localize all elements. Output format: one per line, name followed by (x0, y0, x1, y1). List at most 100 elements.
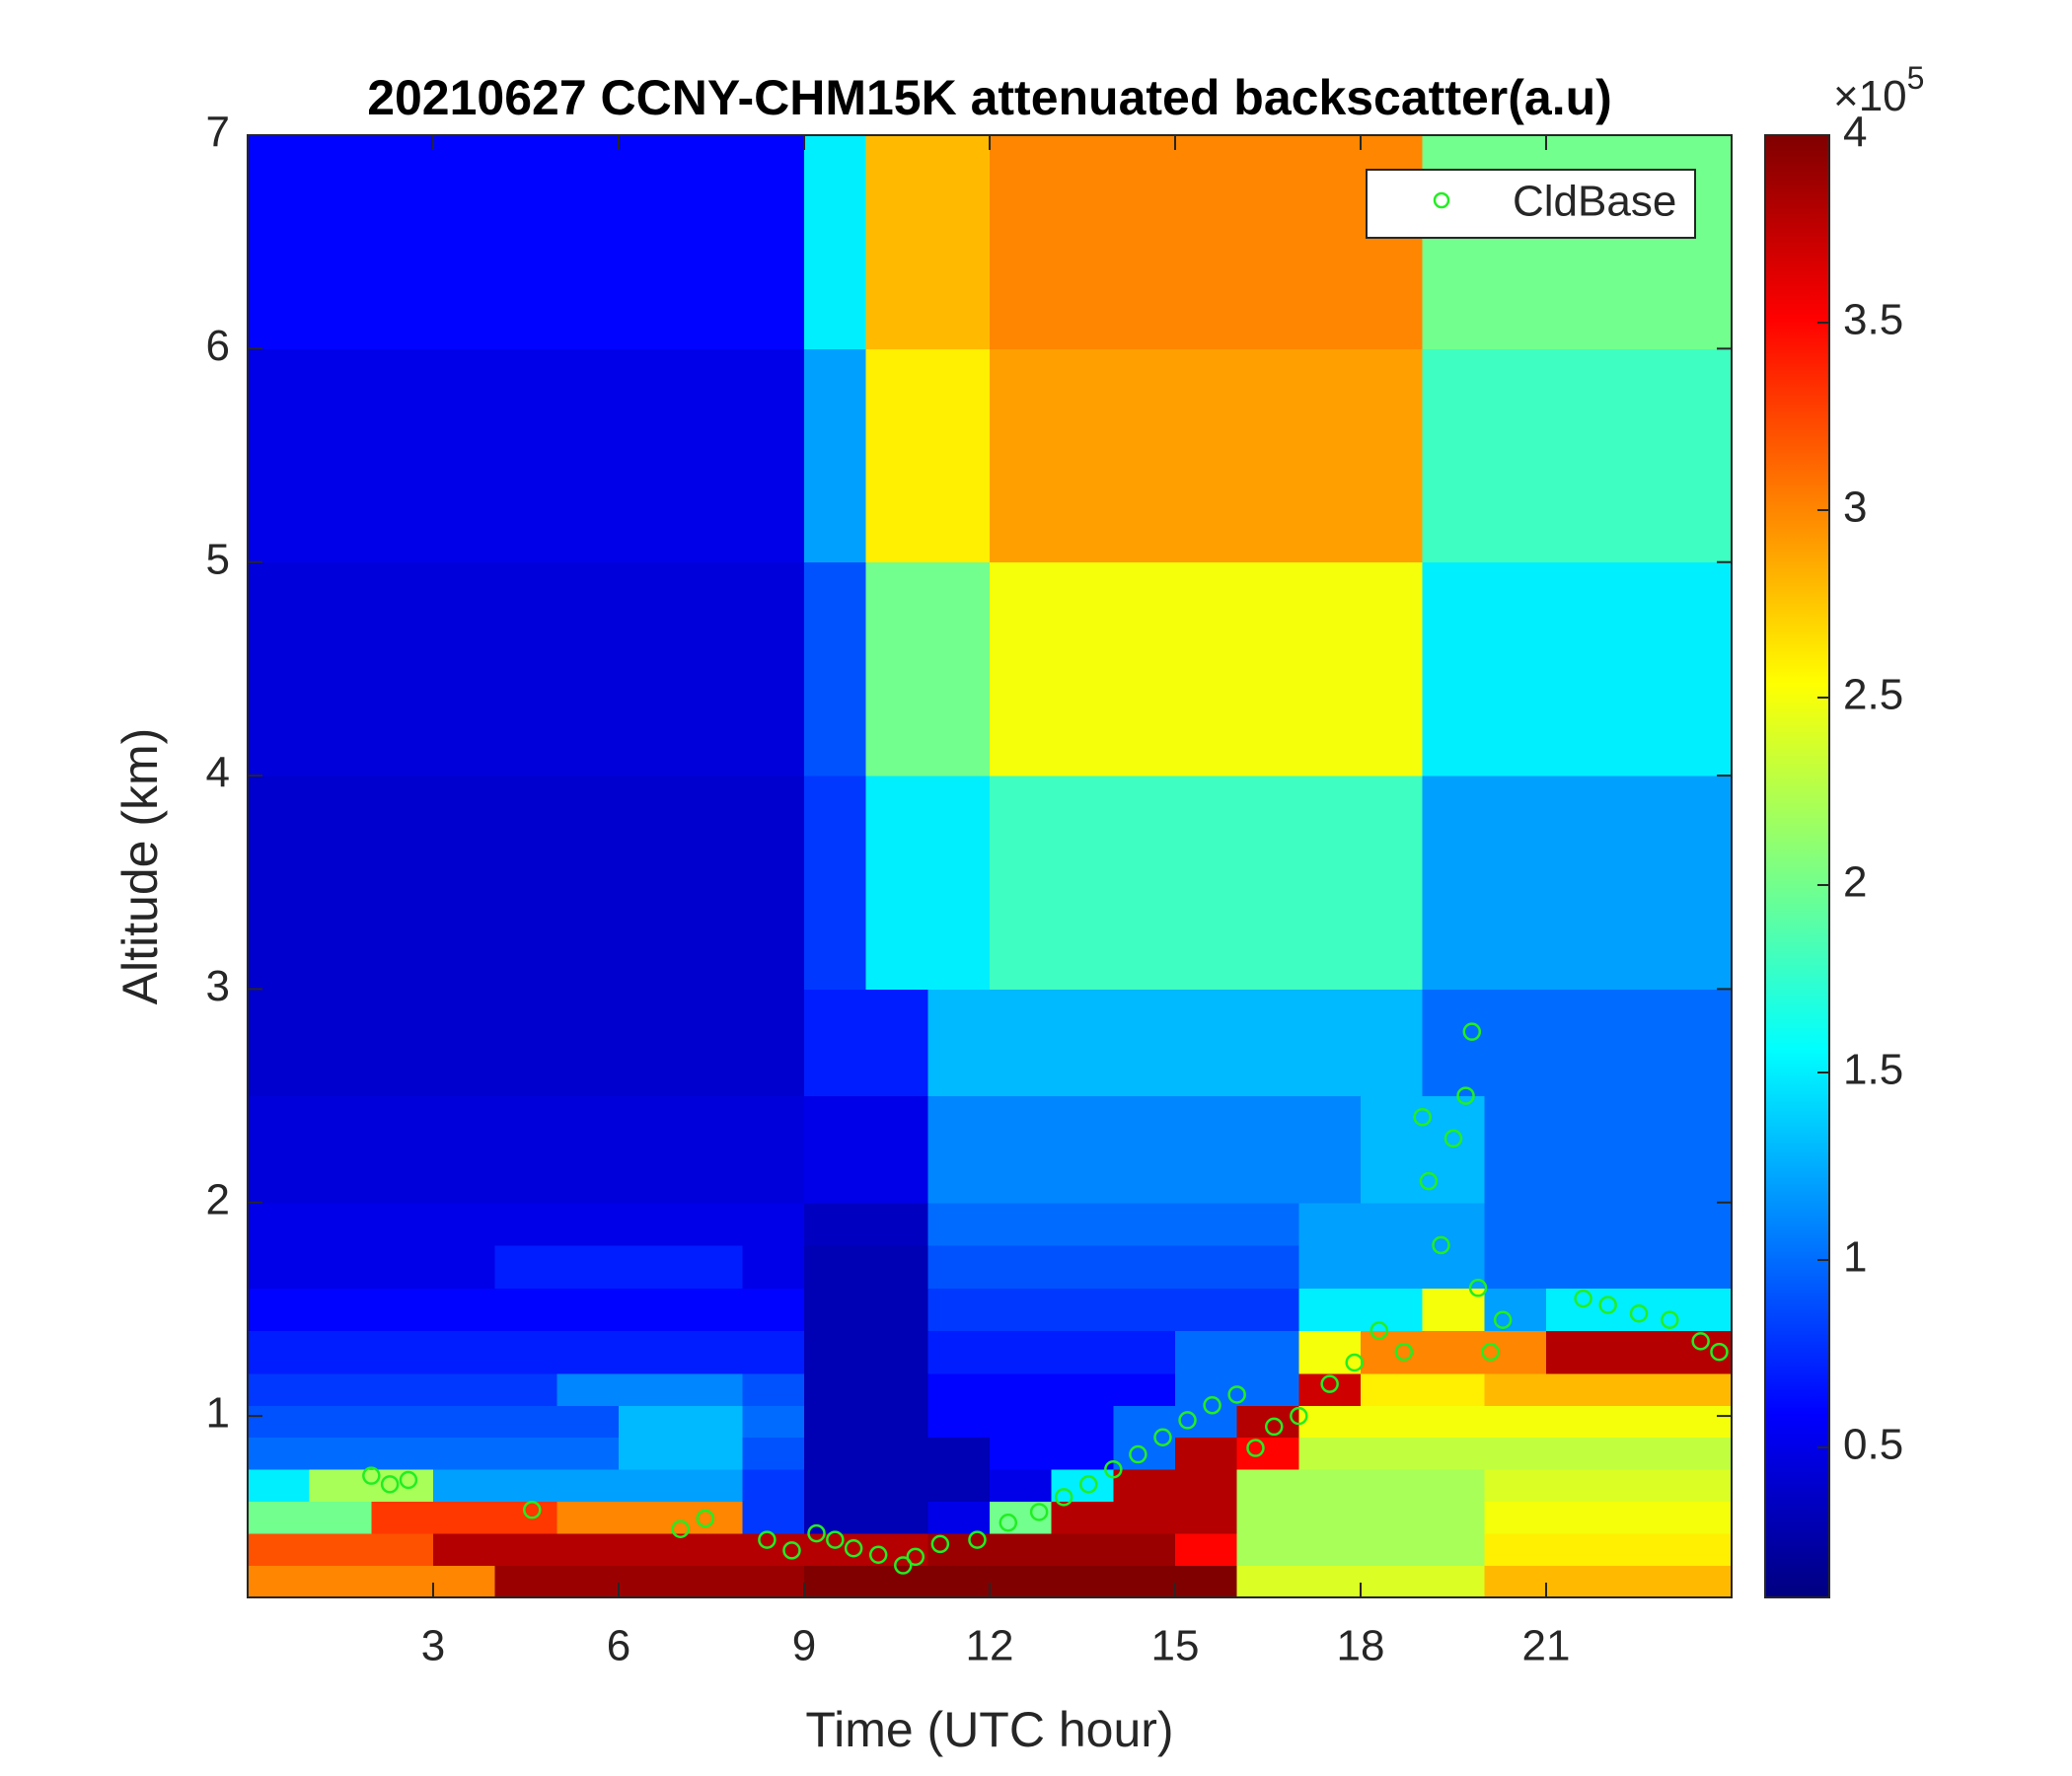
heatmap-cell (1175, 1330, 1238, 1374)
heatmap-cell (619, 1533, 682, 1567)
heatmap-cell (927, 561, 991, 777)
cloud-base-point (1320, 1374, 1339, 1393)
heatmap-cell (1669, 1565, 1733, 1598)
heatmap-cell (433, 1565, 496, 1598)
legend-marker (1433, 191, 1450, 209)
heatmap-cell (742, 1437, 805, 1470)
heatmap-cell (1669, 1437, 1733, 1470)
x-tick-label: 12 (966, 1622, 1014, 1670)
heatmap-cell (248, 1533, 311, 1567)
heatmap-cell (556, 561, 620, 777)
x-tick-label: 21 (1522, 1622, 1571, 1670)
cloud-base-point (1413, 1107, 1432, 1127)
heatmap-cell (1669, 776, 1733, 990)
heatmap-cell (1607, 1437, 1670, 1470)
heatmap-cell (248, 1405, 311, 1439)
heatmap-cell (1236, 1565, 1299, 1598)
heatmap-cell (804, 348, 867, 563)
cloud-base-point (1661, 1310, 1679, 1329)
heatmap-cell (680, 1565, 743, 1598)
colorbar-tick-label: 4 (1843, 109, 1867, 157)
heatmap-cell (990, 1501, 1053, 1534)
heatmap-cell (556, 1501, 620, 1534)
heatmap-cell (1361, 1533, 1424, 1567)
heatmap-cell (865, 561, 928, 777)
heatmap-cell (619, 561, 682, 777)
cloud-base-point (999, 1514, 1018, 1532)
heatmap-cell (804, 776, 867, 990)
heatmap-cell (309, 1372, 372, 1406)
heatmap-cell (1113, 1565, 1176, 1598)
heatmap-cell (433, 1288, 496, 1332)
heatmap-cell (1546, 1330, 1609, 1374)
heatmap-cell (556, 1330, 620, 1374)
cloud-base-point (758, 1530, 777, 1549)
heatmap-cell (1422, 561, 1485, 777)
heatmap-cell (927, 1469, 991, 1503)
heatmap-cell (1298, 1533, 1362, 1567)
x-tick-label: 6 (607, 1622, 630, 1670)
heatmap-cell (804, 1533, 867, 1567)
heatmap-cell (804, 1372, 867, 1406)
cloud-base-point (1629, 1304, 1649, 1323)
cloud-base-point (1493, 1310, 1513, 1329)
heatmap-cell (1361, 135, 1424, 349)
cloud-base-point (1345, 1353, 1364, 1372)
heatmap-cell (619, 1469, 682, 1503)
heatmap-cell (1298, 1469, 1362, 1503)
cloud-base-point (844, 1538, 863, 1558)
heatmap-cell (248, 1437, 311, 1470)
heatmap-cell (1361, 1095, 1424, 1204)
heatmap-cell (309, 1245, 372, 1289)
heatmap-cell (1484, 1501, 1547, 1534)
cloud-base-point (1265, 1417, 1284, 1437)
heatmap-cell (371, 1245, 434, 1289)
heatmap-cell (742, 561, 805, 777)
cloud-base-point (1079, 1475, 1098, 1494)
heatmap-cell (371, 135, 434, 349)
heatmap-cell (1175, 1469, 1238, 1503)
heatmap-cell (248, 561, 311, 777)
heatmap-cell (494, 1405, 557, 1439)
x-tick-label: 3 (421, 1622, 445, 1670)
legend-label: CldBase (1513, 178, 1676, 226)
cloud-base-point (1710, 1342, 1729, 1362)
colorbar-scale-base: ×10 (1833, 72, 1907, 120)
chart-title: 20210627 CCNY-CHM15K attenuated backscat… (367, 70, 1612, 125)
heatmap-cell (494, 135, 557, 349)
heatmap-cell (1236, 1437, 1299, 1470)
heatmap-cell (742, 135, 805, 349)
heatmap-cell (927, 1501, 991, 1534)
cloud-base-point (1462, 1022, 1482, 1041)
heatmap-cell (990, 1405, 1053, 1439)
heatmap-cell (494, 1565, 557, 1598)
heatmap-cell (494, 1288, 557, 1332)
heatmap-cell (742, 1533, 805, 1567)
heatmap-cell (1361, 1330, 1424, 1374)
heatmap-cell (742, 1288, 805, 1332)
colorbar-tick-label: 2 (1843, 858, 1867, 907)
heatmap-cell (494, 1437, 557, 1470)
heatmap-cell (1113, 1501, 1176, 1534)
heatmap-cell (742, 1501, 805, 1534)
heatmap-cell (494, 348, 557, 563)
heatmap-cell (1422, 1469, 1485, 1503)
heatmap-cell (680, 1501, 743, 1534)
heatmap-cell (1607, 776, 1670, 990)
heatmap-cell (309, 135, 372, 349)
heatmap-cell (309, 348, 372, 563)
heatmap-cell (1422, 1330, 1485, 1374)
heatmap-cell (556, 135, 620, 349)
heatmap-cell (248, 1565, 311, 1598)
heatmap-cell (1669, 1202, 1733, 1246)
cloud-base-point (1394, 1342, 1414, 1362)
heatmap-cell (1361, 1288, 1424, 1332)
heatmap-cell (1051, 135, 1114, 349)
heatmap-cell (742, 1245, 805, 1289)
heatmap-cell (1051, 561, 1114, 777)
heatmap-cell (248, 1501, 311, 1534)
heatmap-cell (1669, 1533, 1733, 1567)
heatmap-cell (248, 1330, 311, 1374)
heatmap-cell (309, 989, 372, 1097)
